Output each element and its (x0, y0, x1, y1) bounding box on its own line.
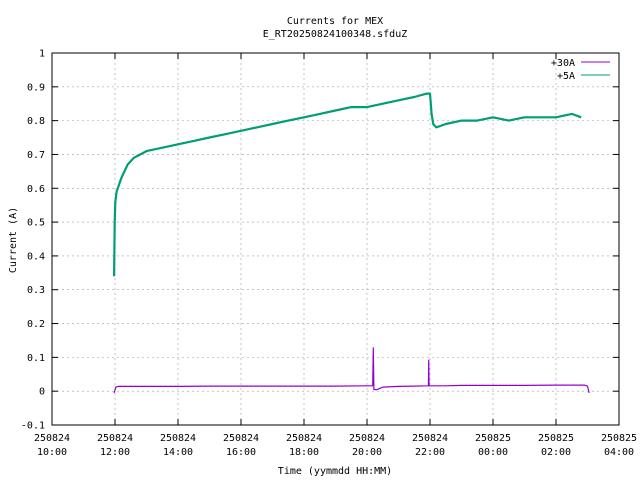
legend-label-30a: +30A (551, 58, 575, 69)
y-axis-label: Current (A) (8, 207, 19, 273)
series-layer (113, 92, 590, 394)
chart-subtitle: E_RT20250824100348.sfduZ (263, 29, 408, 40)
y-tick-label: 0.7 (27, 150, 45, 161)
y-tick-label: -0.1 (21, 421, 45, 432)
x-tick-date-label: 250824 (412, 433, 448, 444)
x-tick-date-label: 250824 (34, 433, 70, 444)
y-tick-label: 0.5 (27, 218, 45, 229)
x-tick-date-label: 250825 (538, 433, 574, 444)
y-tick-label: 0.9 (27, 82, 45, 93)
x-tick-time-label: 22:00 (415, 447, 445, 458)
plot-border (51, 52, 620, 426)
x-tick-time-label: 10:00 (37, 447, 67, 458)
series-line-30a (113, 347, 590, 394)
legend: +30A +5A (551, 58, 610, 82)
y-tick-label: 1 (39, 49, 45, 60)
series-line-5a (113, 92, 582, 277)
x-tick-time-label: 00:00 (478, 447, 508, 458)
y-tick-label: 0.4 (27, 251, 45, 262)
y-tick-label: 0.3 (27, 285, 45, 296)
x-tick-date-label: 250824 (97, 433, 133, 444)
grid-lines (52, 53, 619, 425)
x-tick-date-label: 250824 (349, 433, 385, 444)
x-tick-time-label: 04:00 (604, 447, 634, 458)
x-tick-date-label: 250824 (286, 433, 322, 444)
x-tick-time-label: 16:00 (226, 447, 256, 458)
x-tick-date-label: 250825 (601, 433, 637, 444)
x-tick-time-label: 18:00 (289, 447, 319, 458)
x-tick-date-label: 250824 (160, 433, 196, 444)
axis-ticks: 10.90.80.70.60.50.40.30.20.10-0.12508241… (21, 49, 637, 459)
x-tick-time-label: 12:00 (100, 447, 130, 458)
y-tick-label: 0.6 (27, 184, 45, 195)
y-tick-label: 0 (39, 387, 45, 398)
chart-title: Currents for MEX (287, 16, 383, 27)
y-tick-label: 0.8 (27, 116, 45, 127)
legend-label-5a: +5A (557, 71, 575, 82)
x-tick-date-label: 250824 (223, 433, 259, 444)
y-tick-label: 0.2 (27, 319, 45, 330)
x-tick-time-label: 02:00 (541, 447, 571, 458)
x-tick-time-label: 14:00 (163, 447, 193, 458)
x-tick-date-label: 250825 (475, 433, 511, 444)
x-tick-time-label: 20:00 (352, 447, 382, 458)
x-axis-label: Time (yymmdd HH:MM) (278, 466, 392, 477)
y-tick-label: 0.1 (27, 353, 45, 364)
